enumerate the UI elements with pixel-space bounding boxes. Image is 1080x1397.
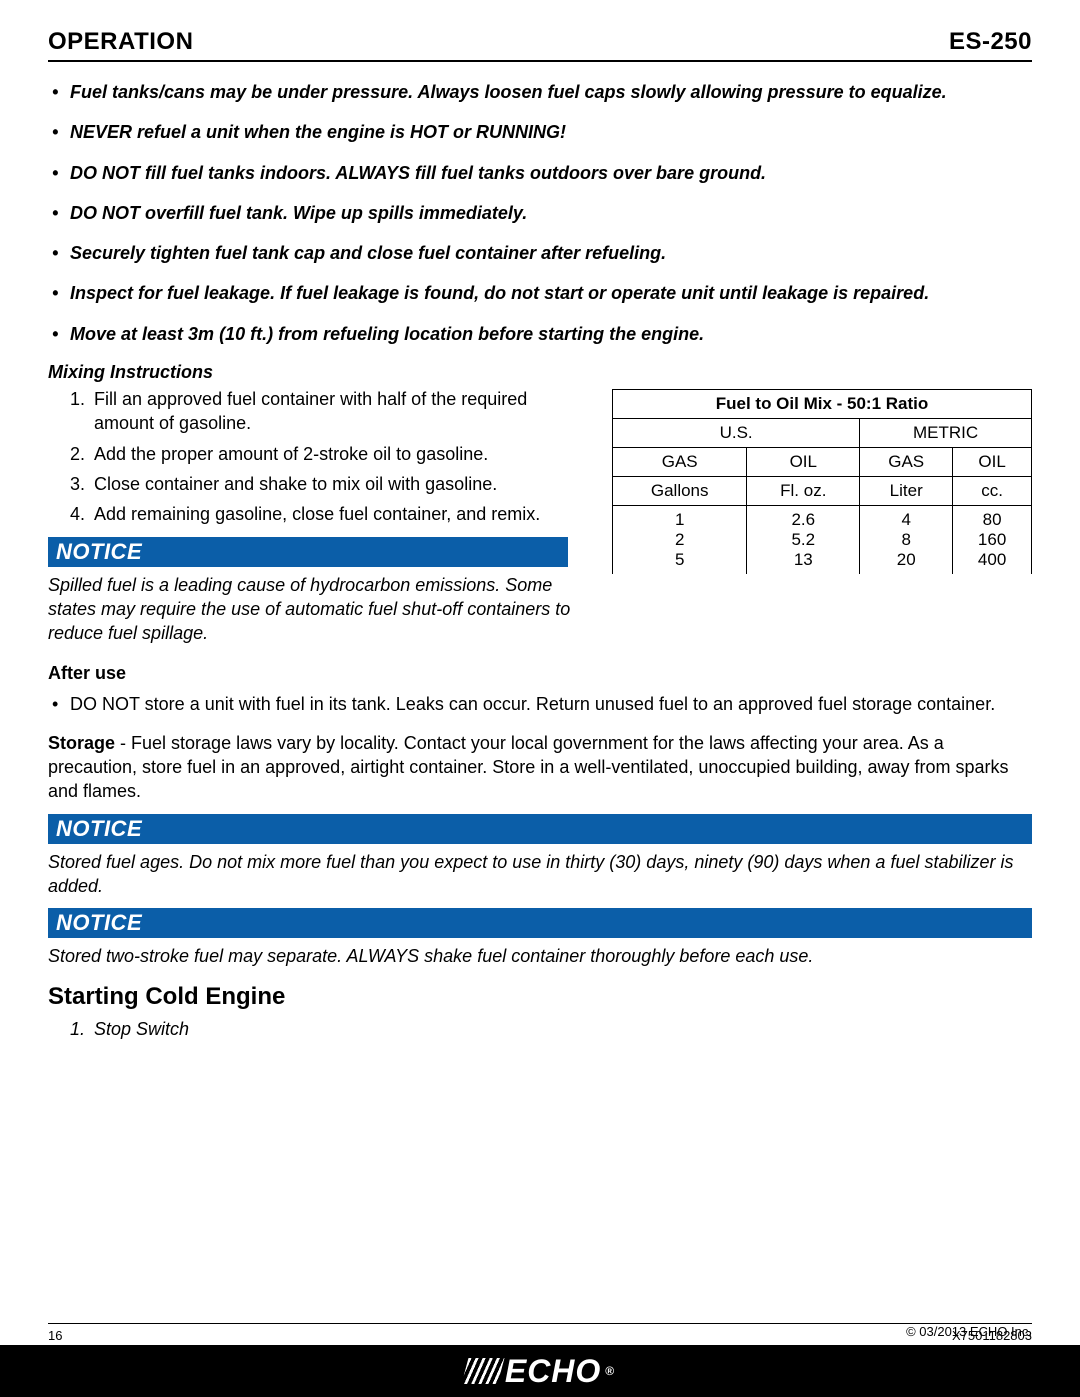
col-unit: Fl. oz.: [747, 477, 860, 506]
warning-item: Move at least 3m (10 ft.) from refueling…: [70, 322, 1032, 346]
notice-bar: NOTICE: [48, 537, 568, 567]
mixing-head: Mixing Instructions: [48, 362, 1032, 383]
warning-list: Fuel tanks/cans may be under pressure. A…: [48, 80, 1032, 346]
page-footer: 16 X7501182803 © 03/2013 ECHO Inc. ECHO …: [0, 1323, 1080, 1397]
col-unit: Liter: [860, 477, 953, 506]
storage-label: Storage: [48, 733, 115, 753]
copyright: © 03/2013 ECHO Inc.: [906, 1324, 1032, 1339]
header-left: OPERATION: [48, 28, 193, 56]
mix-step: Close container and shake to mix oil wit…: [90, 472, 588, 496]
cold-engine-head: Starting Cold Engine: [48, 983, 1032, 1011]
warning-item: Securely tighten fuel tank cap and close…: [70, 241, 1032, 265]
mix-step: Add remaining gasoline, close fuel conta…: [90, 502, 588, 526]
mixing-steps: Fill an approved fuel container with hal…: [48, 387, 588, 526]
notice-bar: NOTICE: [48, 814, 1032, 844]
col-head: GAS: [860, 448, 953, 477]
footer-band: ECHO ®: [0, 1345, 1080, 1397]
cold-step: Stop Switch: [90, 1019, 1032, 1040]
cold-engine-steps: Stop Switch: [48, 1019, 1032, 1040]
warning-item: Inspect for fuel leakage. If fuel leakag…: [70, 281, 1032, 305]
fuel-mix-table: Fuel to Oil Mix - 50:1 Ratio U.S. METRIC…: [612, 389, 1032, 574]
after-item: DO NOT store a unit with fuel in its tan…: [70, 692, 1032, 716]
notice-bar: NOTICE: [48, 908, 1032, 938]
table-title: Fuel to Oil Mix - 50:1 Ratio: [613, 390, 1032, 419]
col-head: OIL: [953, 448, 1032, 477]
mix-step: Add the proper amount of 2-stroke oil to…: [90, 442, 588, 466]
after-use-list: DO NOT store a unit with fuel in its tan…: [48, 692, 1032, 716]
warning-item: Fuel tanks/cans may be under pressure. A…: [70, 80, 1032, 104]
mix-step: Fill an approved fuel container with hal…: [90, 387, 588, 436]
warning-item: NEVER refuel a unit when the engine is H…: [70, 120, 1032, 144]
table-head-metric: METRIC: [860, 419, 1032, 448]
storage-text: - Fuel storage laws vary by locality. Co…: [48, 733, 1009, 802]
col-unit: cc.: [953, 477, 1032, 506]
logo-text: ECHO: [505, 1353, 601, 1390]
cell: 80160400: [953, 506, 1032, 575]
storage-para: Storage - Fuel storage laws vary by loca…: [48, 731, 1032, 804]
after-use-head: After use: [48, 663, 1032, 684]
notice-text: Spilled fuel is a leading cause of hydro…: [48, 573, 588, 646]
warning-item: DO NOT overfill fuel tank. Wipe up spill…: [70, 201, 1032, 225]
notice-text: Stored two-stroke fuel may separate. ALW…: [48, 944, 1032, 968]
header-right: ES-250: [949, 28, 1032, 56]
echo-logo: ECHO ®: [465, 1353, 615, 1390]
warning-item: DO NOT fill fuel tanks indoors. ALWAYS f…: [70, 161, 1032, 185]
cell: 125: [613, 506, 747, 575]
cell: 4820: [860, 506, 953, 575]
page-header: OPERATION ES-250: [48, 28, 1032, 62]
col-head: GAS: [613, 448, 747, 477]
page-number: 16: [48, 1328, 62, 1343]
table-head-us: U.S.: [613, 419, 860, 448]
col-head: OIL: [747, 448, 860, 477]
cell: 2.65.213: [747, 506, 860, 575]
col-unit: Gallons: [613, 477, 747, 506]
notice-text: Stored fuel ages. Do not mix more fuel t…: [48, 850, 1032, 899]
logo-stripes-icon: [461, 1358, 504, 1384]
